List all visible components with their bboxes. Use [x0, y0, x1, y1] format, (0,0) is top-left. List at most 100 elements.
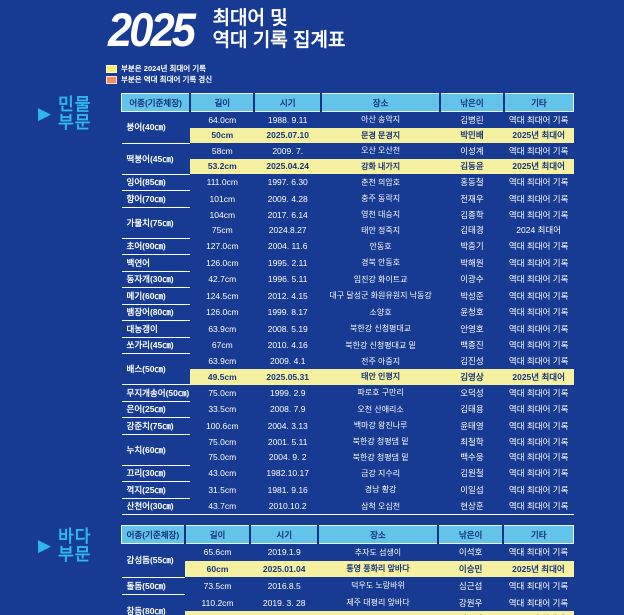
orange-swatch-icon [106, 75, 117, 84]
length-cell: 53.2cm [190, 158, 255, 174]
triangle-icon: ▶ [38, 104, 52, 124]
record-row: 75.0cm 2004. 9. 2 북한강 청평댐 밑 백수웅 역대 최대어 기록 [122, 450, 574, 466]
angler-cell: 박민배 [440, 127, 504, 143]
angler-cell: 백수웅 [460, 452, 484, 463]
species-cell: 산천어(30㎝) [121, 498, 191, 515]
record-row: 끄리(30㎝) 43.0cm 1982.10.17 금강 지수리 김원철 역대 최대어 기… [121, 465, 574, 482]
place-cell: 경북 안동호 [361, 258, 401, 268]
section-sea-label: ▶ 바다 부문 [38, 528, 121, 564]
species-cell: 떡붕어(45㎝) [121, 143, 191, 175]
length-cell: 67cm [211, 340, 233, 351]
place-cell: 오산 오산천 [361, 146, 401, 156]
section-title: 민물 부문 [58, 96, 91, 132]
legend: 부분은 2024년 최대어 기록 부분은 역대 최대어 기록 경신 [0, 56, 624, 85]
species-cell: 메기(60㎝) [121, 287, 191, 305]
angler-cell: 김동윤 [440, 158, 504, 174]
section-title-line2: 부문 [58, 544, 92, 564]
section-freshwater-label: ▶ 민물 부문 [38, 96, 121, 132]
species-cell: 붕어(40㎝) [121, 111, 191, 144]
angler-cell: 김보범 [437, 611, 504, 615]
note-cell: 2025년 최대어 [503, 611, 574, 615]
date-cell: 2025.01.18 [250, 611, 319, 615]
triangle-icon: ▶ [38, 536, 52, 556]
date-cell: 2008. 5.19 [267, 323, 308, 334]
record-row: 배스(50㎝) 63.9cm 2009. 4.1 전주 아중지 김진성 역대 최대어 기록 [121, 353, 574, 385]
column-header: 길이 [184, 525, 252, 544]
note-cell: 역대 최대어 기록 [508, 209, 569, 220]
yellow-swatch-icon [106, 64, 117, 73]
species-cell: 배스(50㎝) [121, 353, 191, 385]
place-cell: 북한강 청평댐 밑 [352, 452, 409, 462]
note-cell: 2025년 최대어 [503, 127, 574, 143]
legend-item-2024: 부분은 2024년 최대어 기록 [106, 63, 624, 74]
section-title-line2: 부문 [58, 112, 92, 132]
angler-cell: 강원우 [458, 597, 483, 608]
record-row-highlighted: 60cm 2025.01.04 통영 풍화리 앞바다 이승민 2025년 최대어 [122, 560, 574, 577]
angler-cell: 김종학 [460, 209, 484, 220]
length-cell: 111.0cm [206, 177, 238, 188]
species-cell: 백연어 [121, 254, 191, 272]
date-cell: 2016.8.5 [267, 580, 301, 591]
place-cell: 태안 인평지 [321, 369, 441, 385]
column-header: 장소 [318, 525, 439, 544]
length-cell: 126.0cm [205, 307, 239, 318]
angler-cell: 심근섭 [458, 580, 483, 591]
species-cell: 은어(25㎝) [121, 401, 191, 418]
angler-cell: 김병린 [460, 114, 484, 125]
length-cell: 63.9cm [208, 323, 237, 334]
note-cell: 2025년 최대어 [503, 560, 574, 577]
date-cell: 1999. 2.9 [269, 387, 306, 398]
record-row: 쏘가리(45㎝) 67cm 2010. 4.16 북한강 신청평대교 밑 백종진 역대 최… [121, 337, 574, 354]
table-body: 감성돔(55㎝) 65.6cm 2019.1.9 추자도 섬생이 이석호 역대 최대어 기… [121, 543, 574, 615]
length-cell: 42.7cm [208, 274, 237, 285]
place-cell: 덕우도 노랑바위 [351, 581, 405, 591]
place-cell: 대구 달성군 화원유원지 낙동강 [329, 291, 432, 301]
record-row: 메기(60㎝) 124.5cm 2012. 4.15 대구 달성군 화원유원지 낙동강… [121, 287, 574, 305]
column-header: 낚은이 [440, 93, 505, 112]
place-cell: 파로호 구만리 [357, 388, 404, 398]
date-cell: 2009. 4.1 [269, 356, 306, 367]
date-cell: 1988. 9.11 [267, 114, 308, 125]
date-cell: 2004. 3.13 [267, 420, 308, 431]
species-cell: 잉어(85㎝) [121, 174, 191, 191]
length-cell: 43.7cm [190, 498, 255, 515]
record-row: 무지개송어(50㎝) 75.0cm 1999. 2.9 파로호 구만리 오덕성 역대 최대… [121, 384, 574, 402]
place-cell: 제주도 서귀포 법환리 갯바위 [318, 611, 438, 615]
length-cell: 31.5cm [208, 484, 237, 495]
length-cell: 58cm [211, 145, 233, 156]
angler-cell: 오덕성 [460, 387, 484, 398]
record-row: 75cm 2024.8.27 태안 정죽지 김태경 2024 최대어 [122, 223, 574, 239]
record-row-highlighted: 53.2cm 2025.04.24 강화 내가지 김동윤 2025년 최대어 [122, 158, 574, 174]
column-header: 기타 [503, 525, 575, 544]
angler-cell: 김영상 [440, 369, 504, 385]
note-cell: 2024 최대어 [516, 225, 562, 236]
length-cell: 64.0cm [208, 114, 237, 125]
date-cell: 2025.01.04 [250, 560, 319, 577]
page-title-line1: 최대어 및 [212, 7, 288, 29]
species-cell: 초어(90㎝) [121, 238, 191, 255]
note-cell: 역대 최대어 기록 [508, 484, 569, 495]
angler-cell: 안영호 [460, 323, 484, 334]
angler-cell: 김진성 [460, 356, 484, 367]
length-cell: 124.5cm [205, 290, 239, 301]
length-cell: 101cm [209, 193, 236, 204]
note-cell: 2025년 최대어 [503, 369, 574, 385]
note-cell: 역대 최대어 기록 [508, 387, 569, 398]
angler-cell: 현상훈 [440, 498, 504, 515]
date-cell: 2009. 7. [272, 145, 304, 156]
place-cell: 태안 정죽지 [361, 225, 401, 235]
date-cell: 2025.05.31 [254, 369, 322, 385]
angler-cell: 이일섭 [460, 484, 484, 495]
date-cell: 1999. 8.17 [267, 307, 308, 318]
page-title: 최대어 및 역대 기록 집계표 [213, 8, 346, 53]
length-cell: 75.0cm [208, 436, 237, 447]
record-row: 붕어(40㎝) 64.0cm 1988. 9.11 아산 송악지 김병린 역대 최대어 기… [121, 111, 574, 144]
place-cell: 북한강 신청평대교 밑 [345, 340, 416, 350]
angler-cell: 박해원 [460, 257, 484, 268]
species-cell: 무지개송어(50㎝) [121, 384, 191, 402]
table-header: 어종(기준체장) 길이 시기 장소 낚은이 기타 [120, 525, 575, 544]
date-cell: 1996. 5.11 [267, 274, 308, 285]
angler-cell: 최철학 [460, 436, 484, 447]
record-row: 강준치(75㎝) 100.6cm 2004. 3.13 백마강 왕진나루 윤태영 역대 최… [121, 417, 574, 435]
place-cell: 문경 문경지 [321, 127, 441, 143]
